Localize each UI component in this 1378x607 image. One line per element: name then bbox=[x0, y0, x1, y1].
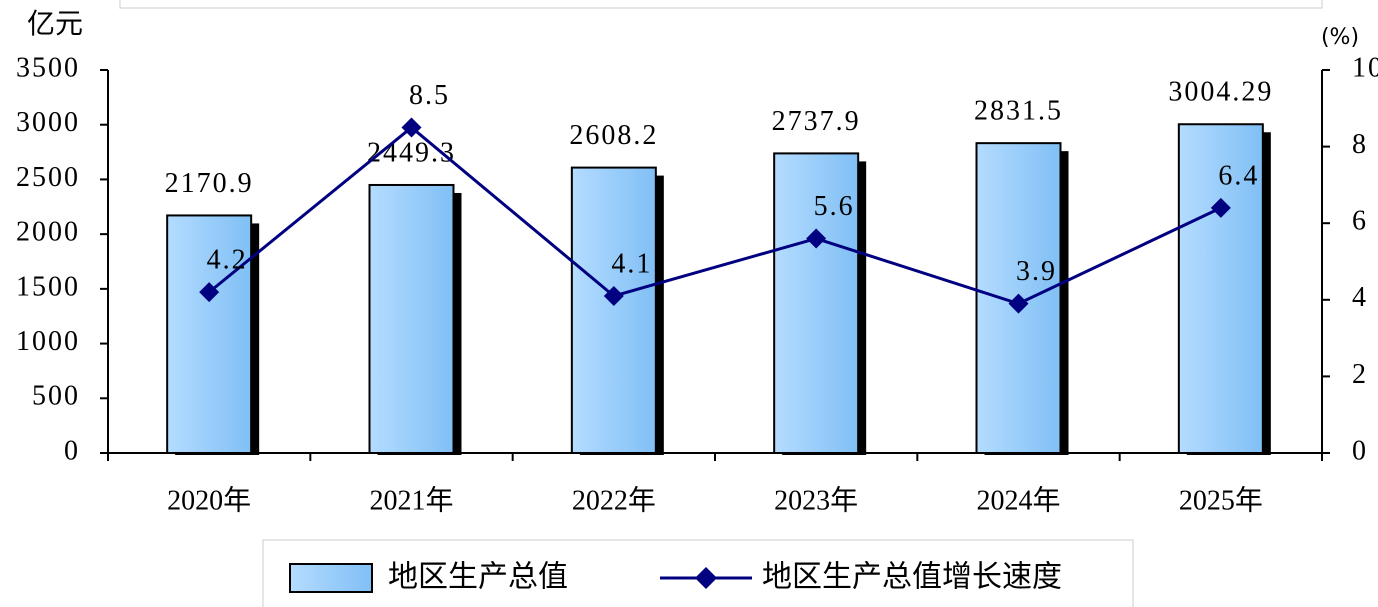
line-value-label: 3.9 bbox=[1016, 256, 1057, 287]
y2-tick-label: 6 bbox=[1352, 206, 1368, 237]
bar-value-label: 2608.2 bbox=[569, 120, 658, 151]
bar bbox=[773, 152, 860, 454]
legend bbox=[262, 539, 1134, 607]
bar-value-label: 3004.29 bbox=[1168, 77, 1273, 108]
line-value-label: 4.1 bbox=[611, 248, 652, 279]
y-tick-label: 3500 bbox=[16, 52, 80, 83]
line-value-label: 5.6 bbox=[814, 191, 855, 222]
line-marker bbox=[806, 228, 827, 249]
y-tick-label: 3000 bbox=[16, 107, 80, 138]
y-tick-label: 1000 bbox=[16, 326, 80, 357]
legend-swatch bbox=[289, 563, 373, 593]
x-tick-label: 2021年 bbox=[369, 484, 453, 516]
x-tick-label: 2020年 bbox=[167, 484, 251, 516]
bar-value-label: 2737.9 bbox=[772, 106, 861, 137]
x-tick-label: 2025年 bbox=[1179, 484, 1263, 516]
y2-unit: (%) bbox=[1321, 25, 1359, 50]
y-tick-label: 1500 bbox=[16, 271, 80, 302]
bar bbox=[166, 214, 253, 454]
line-marker bbox=[401, 117, 422, 138]
line-marker bbox=[1210, 197, 1231, 218]
y2-tick-label: 4 bbox=[1352, 282, 1368, 313]
x-tick-label: 2024年 bbox=[976, 484, 1060, 516]
bar bbox=[570, 166, 657, 454]
y-tick-label: 2500 bbox=[16, 162, 80, 193]
bar-value-label: 2170.9 bbox=[165, 168, 254, 199]
y-tick-label: 0 bbox=[64, 435, 80, 466]
legend-label: 地区生产总值增长速度 bbox=[762, 560, 1062, 595]
y-tick-label: 2000 bbox=[16, 217, 80, 248]
line-marker bbox=[199, 282, 220, 303]
y2-tick-label: 0 bbox=[1352, 435, 1368, 466]
line-value-label: 6.4 bbox=[1218, 160, 1259, 191]
frame bbox=[119, 0, 1323, 9]
line-marker bbox=[603, 285, 624, 306]
y2-tick-label: 2 bbox=[1352, 359, 1368, 390]
bar-value-label: 2831.5 bbox=[974, 96, 1063, 127]
y2-tick-label: 8 bbox=[1352, 129, 1368, 160]
y2-tick-label: 10 bbox=[1352, 52, 1378, 83]
y-unit: 亿元 bbox=[27, 7, 83, 40]
line-value-label: 8.5 bbox=[409, 80, 450, 111]
y-tick-label: 500 bbox=[32, 381, 80, 412]
x-tick-label: 2023年 bbox=[774, 484, 858, 516]
legend-marker bbox=[695, 567, 717, 589]
line-marker bbox=[1008, 293, 1029, 314]
bar bbox=[1177, 123, 1264, 454]
bar bbox=[368, 183, 455, 454]
line-value-label: 4.2 bbox=[207, 245, 248, 276]
legend-label: 地区生产总值 bbox=[388, 560, 568, 595]
x-tick-label: 2022年 bbox=[572, 484, 656, 516]
line bbox=[208, 125, 1222, 306]
